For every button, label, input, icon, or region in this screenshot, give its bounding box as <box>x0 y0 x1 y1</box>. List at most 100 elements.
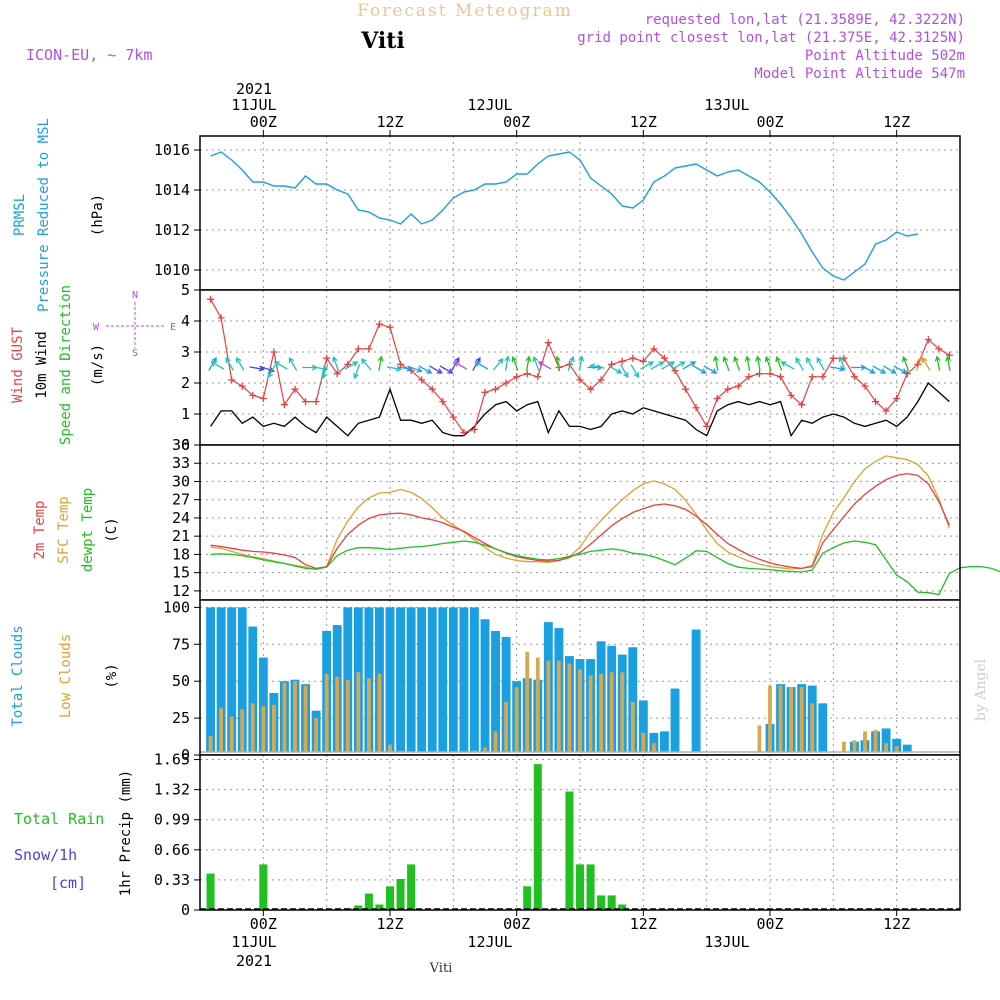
gust-marker <box>745 373 753 381</box>
low-cloud-bar <box>863 731 867 752</box>
low-cloud-bar <box>345 679 350 752</box>
low-cloud-bar <box>271 704 276 752</box>
wind-arrow <box>902 355 910 371</box>
rain-bar <box>575 864 585 910</box>
total-cloud-bar <box>501 636 511 752</box>
cloud-ytick-label: 75 <box>172 635 190 653</box>
gust-marker <box>618 357 626 365</box>
low-cloud-bar <box>620 672 625 752</box>
pressure-ytick-label: 1016 <box>154 141 190 159</box>
wind-arrow <box>713 355 719 371</box>
wind-arrow <box>504 355 511 371</box>
wind-arrow <box>321 364 329 380</box>
temp-label-2: SFC Temp <box>56 496 72 563</box>
wind-arrow <box>620 364 629 379</box>
bottom-date-1: 11JUL <box>231 933 276 951</box>
wind-arrow <box>525 355 532 371</box>
wind-label-2: 10m Wind <box>34 331 50 398</box>
rain-bar <box>597 895 606 910</box>
wind-arrow <box>407 365 423 373</box>
rain-bar <box>354 905 363 910</box>
gust-marker <box>808 373 816 381</box>
bottom-date-3: 13JUL <box>704 933 749 951</box>
bottom-time-tick-label: 00Z <box>503 915 530 933</box>
total-cloud-bar <box>448 607 458 752</box>
temp-ytick-label: 21 <box>172 527 190 545</box>
low-cloud-bar <box>873 729 878 752</box>
wind-arrow <box>764 355 772 371</box>
wind-arrow <box>650 361 665 370</box>
low-cloud-bar <box>852 740 857 752</box>
pressure-ytick-label: 1010 <box>154 261 190 279</box>
top-time-ticks: 00Z 12Z 00Z 12Z 00Z 12Z <box>250 113 910 136</box>
wind-arrow <box>353 364 361 380</box>
cloud-ytick-label: 100 <box>163 598 190 616</box>
wind-speed-line <box>210 381 950 438</box>
gust-marker <box>513 373 521 381</box>
gust-marker <box>312 398 320 406</box>
rain-bar <box>565 791 574 910</box>
gust-marker <box>766 370 774 378</box>
gust-marker <box>650 345 658 353</box>
top-time-tick-label: 12Z <box>630 113 657 131</box>
temp-ytick-label: 15 <box>172 564 190 582</box>
low-cloud-bar <box>768 685 772 752</box>
rain-bar <box>586 864 595 910</box>
cloud-panel: 0 25 50 75 100 <box>163 598 961 764</box>
cloud-ytick-label: 25 <box>172 709 190 727</box>
low-cloud-bar <box>789 687 794 752</box>
low-cloud-bar <box>599 673 604 752</box>
gust-marker <box>259 395 267 402</box>
wind-ytick-label: 2 <box>181 374 190 392</box>
low-cloud-bar <box>567 663 572 752</box>
wind-arrow <box>671 361 686 370</box>
wind-labels: Wind GUST 10m Wind Speed and Direction (… <box>10 285 176 445</box>
wind-arrow <box>554 355 561 371</box>
precip-ytick-label: 1.65 <box>154 751 190 769</box>
precip-snow-unit: [cm] <box>50 874 86 892</box>
gust-marker <box>470 426 478 433</box>
wind-arrow <box>453 361 468 370</box>
rain-bar <box>259 864 268 910</box>
footer-location: Viti <box>429 961 453 976</box>
low-cloud-bar <box>535 657 540 752</box>
sfc-temp-line <box>210 455 951 571</box>
gust-marker <box>439 398 447 406</box>
precip-ytick-label: 0.66 <box>154 841 190 859</box>
total-cloud-bar <box>649 732 659 752</box>
gust-marker <box>492 385 500 393</box>
low-cloud-bar <box>546 660 551 752</box>
gust-marker <box>238 382 246 390</box>
low-cloud-bar <box>335 676 340 752</box>
low-cloud-bar <box>556 660 561 752</box>
wind-arrow <box>630 364 639 379</box>
gust-marker <box>850 373 858 381</box>
top-date-3: 13JUL <box>704 96 749 114</box>
point-altitude: Point Altitude 502m <box>805 48 965 64</box>
low-cloud-bar <box>778 685 783 752</box>
temp-label-3: dewpt Temp <box>80 488 96 572</box>
cloud-unit: (%) <box>104 663 120 688</box>
compass-w: W <box>93 322 100 333</box>
gust-marker <box>587 385 595 393</box>
gust-marker <box>703 422 711 430</box>
precip-axis-label: 1hr Precip (mm) <box>118 770 134 896</box>
wind-arrow <box>722 355 730 371</box>
wind-arrow <box>429 365 443 374</box>
low-cloud-bar <box>810 703 815 752</box>
wind-arrow <box>934 355 941 371</box>
gust-marker <box>903 370 911 378</box>
gust-marker <box>935 345 943 353</box>
wind-arrow <box>360 358 372 371</box>
bottom-time-tick-label: 12Z <box>630 915 657 933</box>
gust-marker <box>280 401 288 409</box>
wind-ytick-label: 5 <box>181 281 190 299</box>
gust-marker <box>872 398 880 406</box>
gust-marker <box>386 323 394 331</box>
pressure-labels: PRMSL Pressure Reduced to MSL (hPa) <box>12 118 106 312</box>
top-time-tick-label: 12Z <box>883 113 910 131</box>
total-cloud-bar <box>470 607 479 752</box>
wind-ytick-label: 1 <box>181 405 190 423</box>
cloud-labels: Total Clouds Low Clouds (%) <box>10 625 120 726</box>
wind-label-1: Wind GUST <box>10 327 26 403</box>
